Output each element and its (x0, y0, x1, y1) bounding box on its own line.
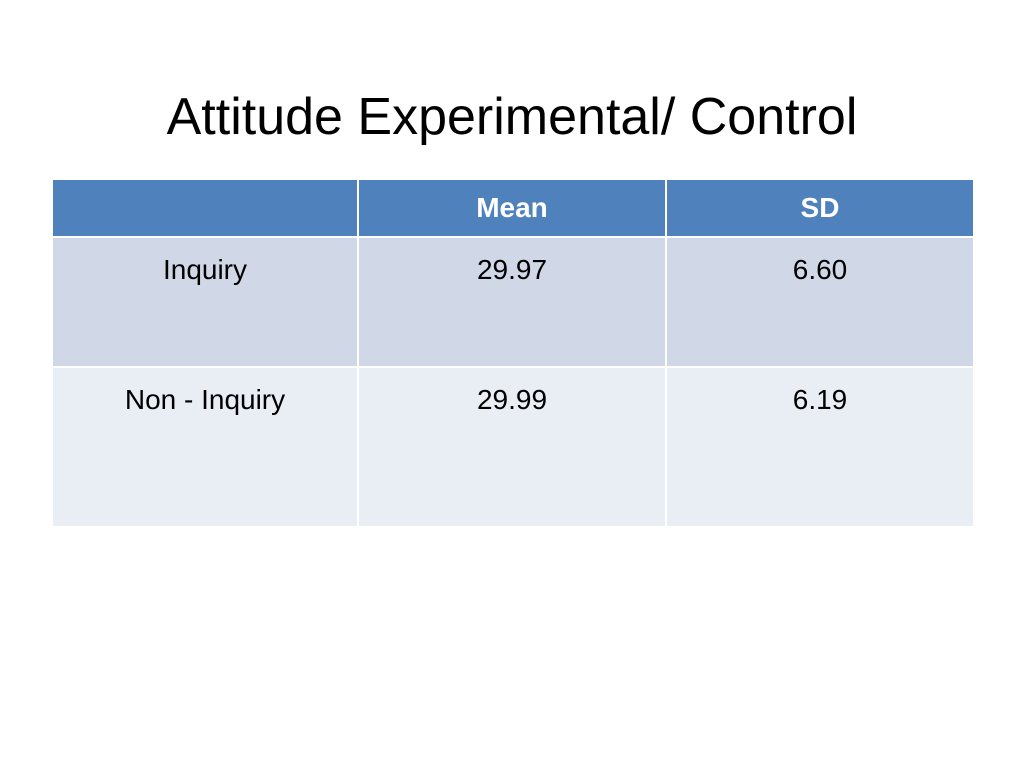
table-row: Non - Inquiry 29.99 6.19 (51, 366, 975, 528)
header-cell-mean: Mean (357, 178, 667, 238)
mean-value: 29.99 (357, 366, 667, 528)
mean-value: 29.97 (357, 236, 667, 368)
row-label: Inquiry (51, 236, 359, 368)
slide-title: Attitude Experimental/ Control (166, 88, 858, 146)
row-label: Non - Inquiry (51, 366, 359, 528)
header-cell-sd: SD (665, 178, 975, 238)
sd-value: 6.60 (665, 236, 975, 368)
data-table: Mean SD Inquiry 29.97 6.60 Non - Inquiry… (51, 178, 975, 528)
sd-value: 6.19 (665, 366, 975, 528)
header-cell-empty (51, 178, 359, 238)
table-header-row: Mean SD (51, 178, 975, 238)
table-row: Inquiry 29.97 6.60 (51, 236, 975, 368)
